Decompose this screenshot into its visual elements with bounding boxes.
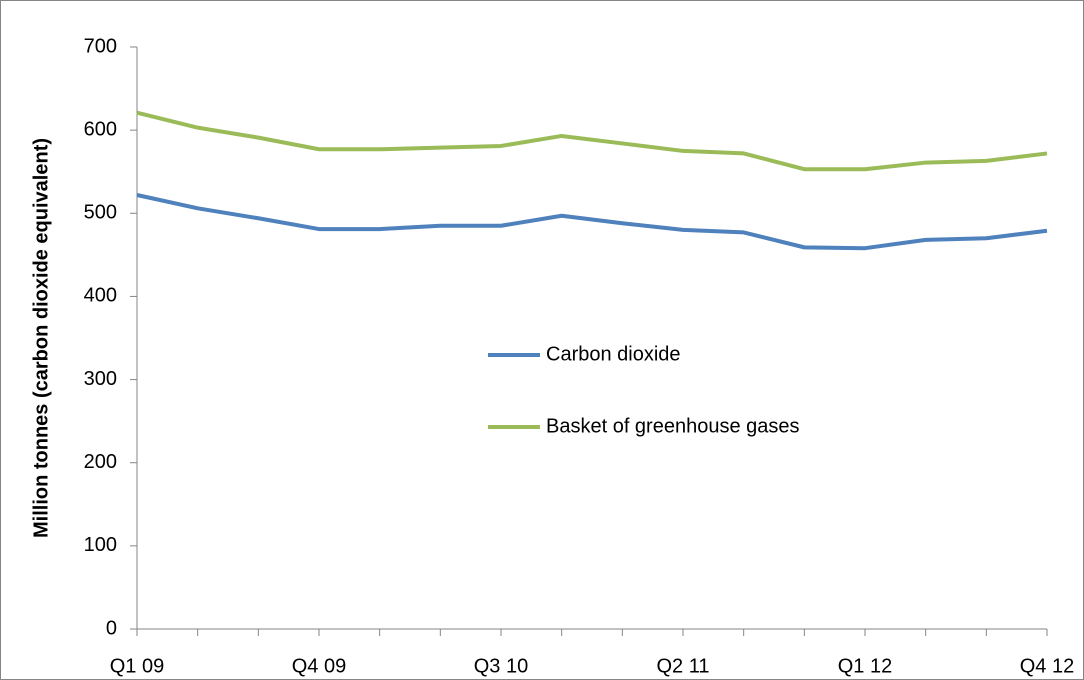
x-tick-label: Q4 09 — [292, 655, 346, 677]
legend-label: Basket of greenhouse gases — [546, 415, 800, 437]
x-tick-label: Q1 12 — [838, 655, 892, 677]
y-tick-label: 100 — [84, 534, 117, 556]
series-line — [136, 110, 1048, 172]
y-tick-label: 400 — [84, 285, 117, 307]
y-tick-label: 200 — [84, 451, 117, 473]
legend-label: Carbon dioxide — [546, 343, 681, 365]
y-tick-label: 600 — [84, 118, 117, 140]
y-tick-label: 500 — [84, 202, 117, 224]
x-tick-label: Q2 11 — [657, 655, 710, 677]
y-tick-label: 0 — [106, 617, 117, 639]
x-tick-label: Q1 09 — [110, 655, 164, 677]
y-tick-label: 300 — [84, 368, 117, 390]
x-tick-label: Q3 10 — [474, 655, 528, 677]
x-tick-label: Q4 12 — [1020, 655, 1074, 677]
y-tick-label: 700 — [84, 35, 117, 57]
series-line — [136, 193, 1048, 251]
y-axis-label: Million tonnes (carbon dioxide equivalen… — [30, 138, 52, 538]
